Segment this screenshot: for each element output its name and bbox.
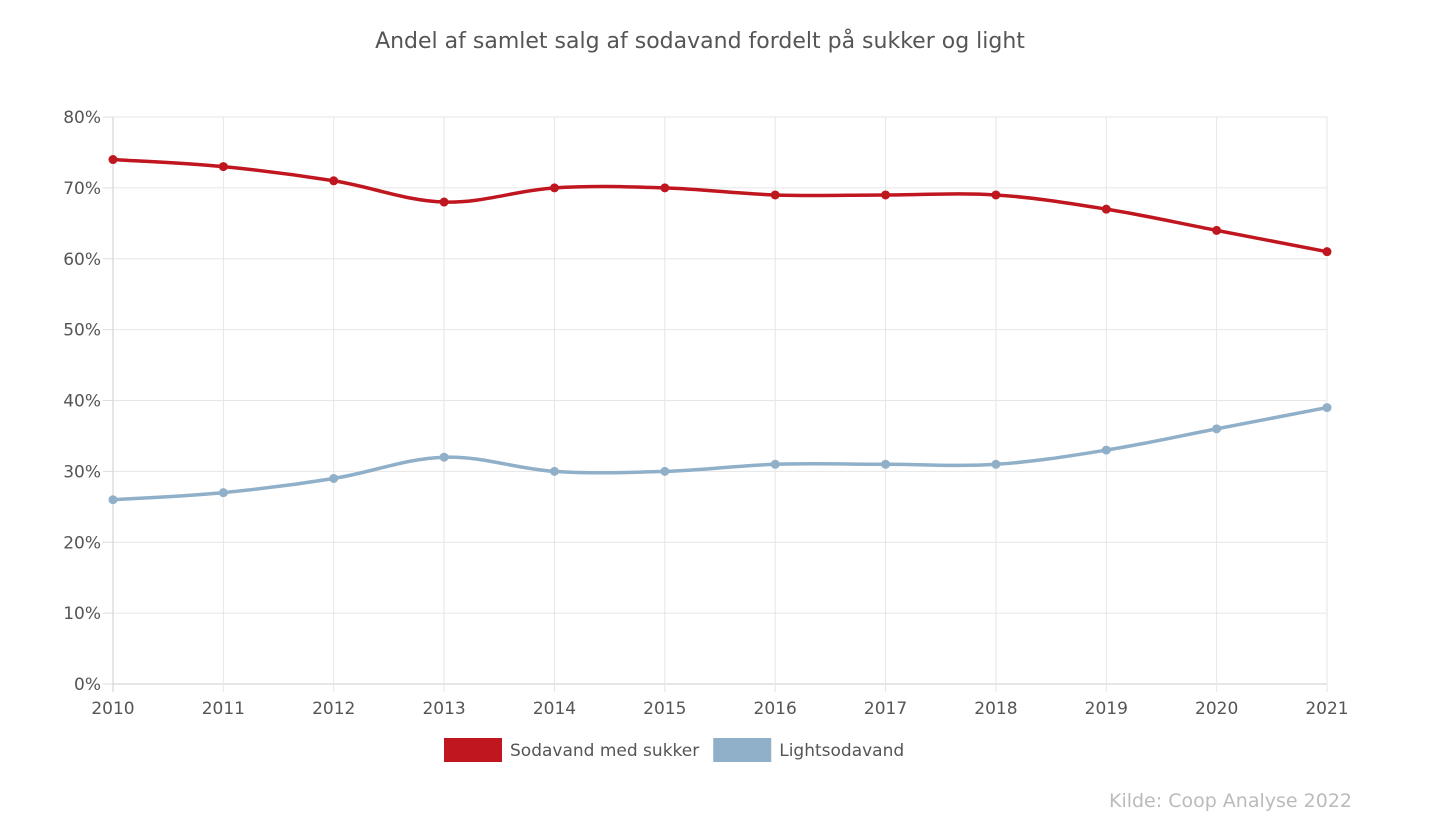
data-point: [329, 176, 339, 186]
series-line-1: [111, 157, 1329, 254]
y-tick-label: 40%: [63, 392, 101, 412]
x-tick-label: 2020: [1195, 699, 1238, 719]
data-point: [1322, 403, 1332, 413]
y-tick-label: 30%: [63, 462, 101, 482]
chart-title: Andel af samlet salg af sodavand fordelt…: [375, 28, 1025, 54]
series-line-2: [111, 405, 1329, 502]
x-tick-label: 2021: [1305, 699, 1348, 719]
x-tick-label: 2014: [533, 699, 576, 719]
grid: [112, 116, 1328, 692]
data-point: [1322, 247, 1332, 257]
data-point: [218, 488, 228, 498]
data-point: [108, 495, 118, 505]
x-tick-label: 2013: [422, 699, 465, 719]
x-tick-label: 2019: [1085, 699, 1128, 719]
y-tick-label: 20%: [63, 533, 101, 553]
data-point: [549, 183, 559, 193]
axes: 0% 10% 20% 30% 40% 50% 60% 70% 80% 2010 2011 2012 20…: [63, 108, 1348, 719]
y-tick-label: 80%: [63, 108, 101, 128]
x-tick-label: 2015: [643, 699, 686, 719]
data-point: [1101, 204, 1111, 214]
x-tick-label: 2010: [91, 699, 134, 719]
data-point: [770, 459, 780, 469]
data-point: [329, 473, 339, 483]
data-point: [108, 155, 118, 165]
data-point: [1212, 424, 1222, 434]
legend-swatch: [444, 738, 502, 762]
series-layer: [108, 155, 1332, 505]
data-point: [660, 466, 670, 476]
data-point: [549, 466, 559, 476]
y-tick-label: 60%: [63, 250, 101, 270]
y-tick-label: 0%: [74, 675, 101, 695]
legend-label: Lightsodavand: [779, 741, 904, 761]
data-point: [881, 459, 891, 469]
data-point: [660, 183, 670, 193]
data-point: [1101, 445, 1111, 455]
x-tick-label: 2017: [864, 699, 907, 719]
legend: Sodavand med sukker Lightsodavand: [444, 738, 904, 762]
data-point: [881, 190, 891, 200]
x-tick-label: 2018: [974, 699, 1017, 719]
x-tick-label: 2012: [312, 699, 355, 719]
data-point: [770, 190, 780, 200]
legend-label: Sodavand med sukker: [510, 741, 699, 761]
y-tick-label: 70%: [63, 179, 101, 199]
data-point: [439, 197, 449, 207]
data-point: [439, 452, 449, 462]
x-tick-label: 2011: [202, 699, 245, 719]
x-tick-label: 2016: [754, 699, 797, 719]
data-point: [991, 190, 1001, 200]
data-point: [218, 162, 228, 172]
legend-swatch: [713, 738, 772, 762]
y-tick-label: 10%: [63, 604, 101, 624]
y-tick-label: 50%: [63, 321, 101, 341]
data-point: [1212, 225, 1222, 235]
data-point: [991, 459, 1001, 469]
source-label: Kilde: Coop Analyse 2022: [1109, 790, 1352, 812]
